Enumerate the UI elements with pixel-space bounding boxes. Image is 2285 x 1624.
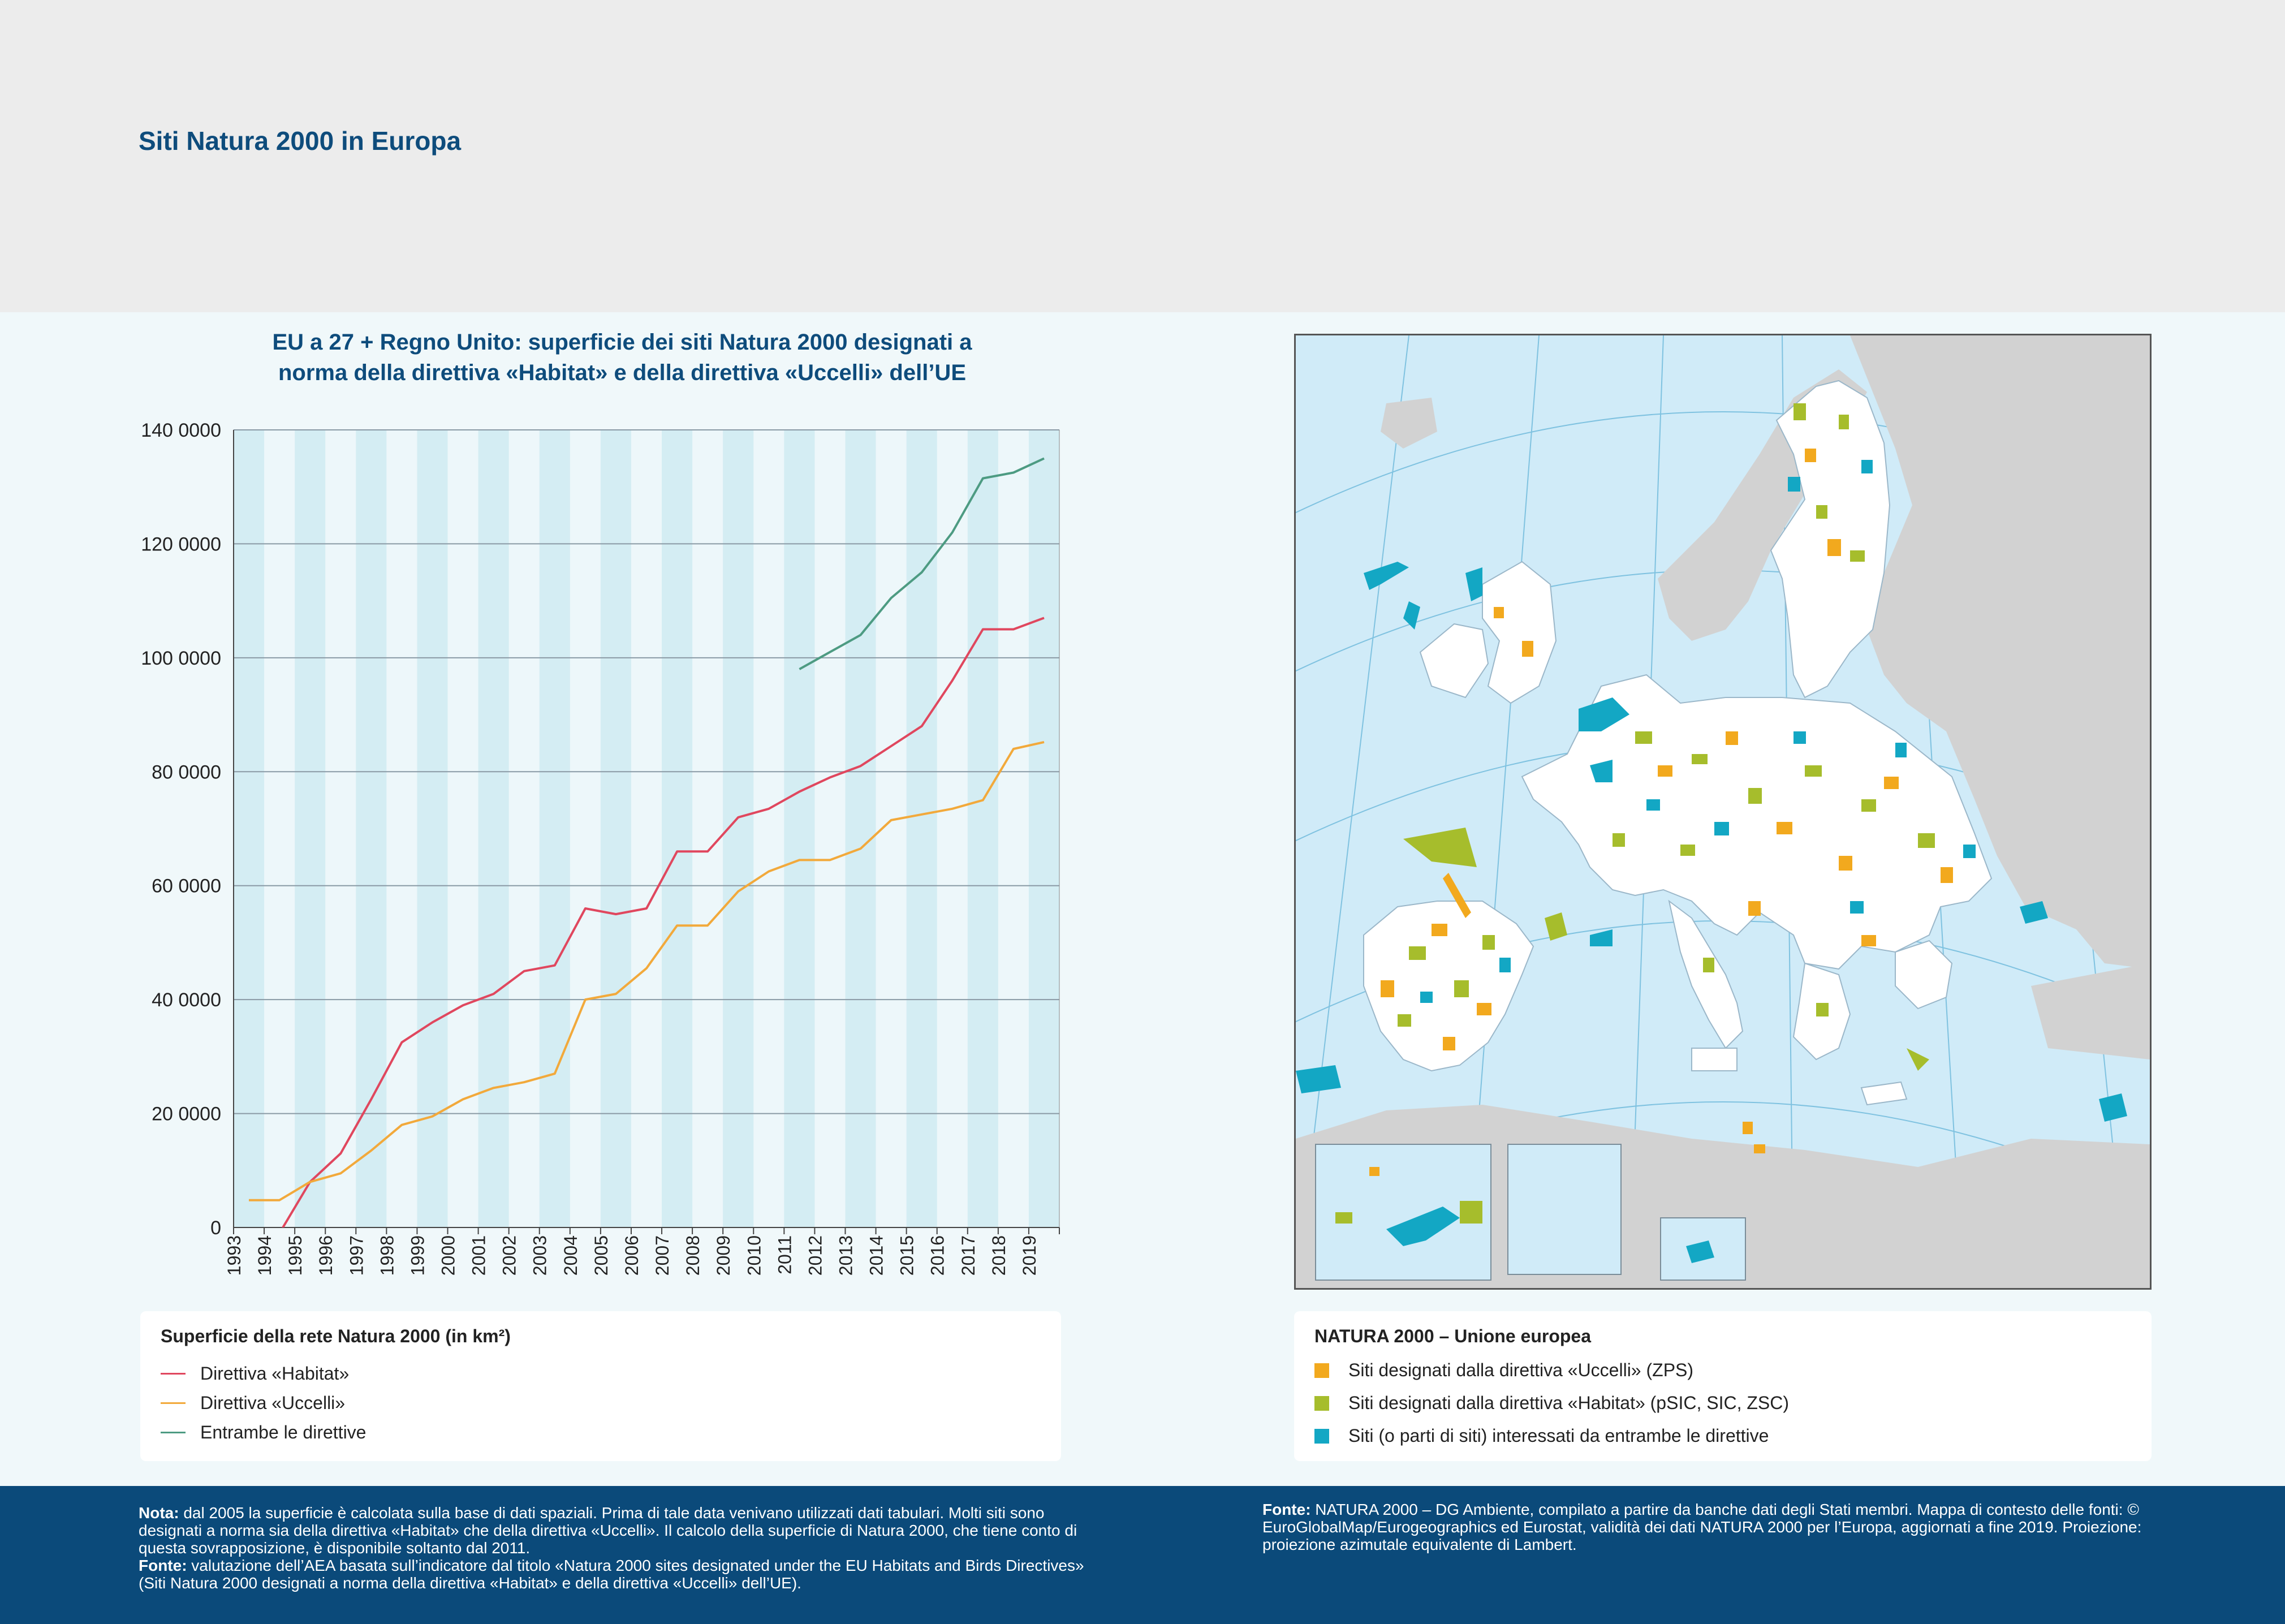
x-tick-label: 1995: [285, 1235, 305, 1276]
series-line-2: [799, 457, 1045, 670]
source-label: Fonte:: [139, 1557, 187, 1574]
column-stripe: [234, 430, 265, 1227]
map-legend-swatch-birds: [1314, 1363, 1329, 1378]
column-stripe: [784, 430, 815, 1227]
x-tick-label: 2011: [774, 1235, 795, 1274]
legend-item-both: Entrambe le direttive: [161, 1422, 366, 1443]
map-legend-title: NATURA 2000 – Unione europea: [1314, 1326, 1591, 1346]
x-tick-label: 2018: [989, 1235, 1009, 1276]
column-stripe: [662, 430, 693, 1227]
column-stripe: [417, 430, 448, 1227]
map-legend-item-both: Siti (o parti di siti) interessati da en…: [1314, 1425, 1769, 1446]
series-line-1: [249, 740, 1045, 1201]
legend-item-habitat: Direttiva «Habitat»: [161, 1363, 349, 1384]
footer-notes-right: Fonte: NATURA 2000 – DG Ambiente, compil…: [1262, 1501, 2190, 1553]
legend-swatch-both: [161, 1432, 186, 1433]
x-tick-label: 1999: [407, 1235, 428, 1276]
x-tick-label: 2007: [652, 1235, 672, 1276]
source-text: valutazione dell’AEA basata sull’indicat…: [139, 1557, 1084, 1592]
map-legend-label-birds: Siti designati dalla direttiva «Uccelli»…: [1348, 1360, 1694, 1380]
legend-item-birds: Direttiva «Uccelli»: [161, 1393, 345, 1414]
map-legend-item-birds: Siti designati dalla direttiva «Uccelli»…: [1314, 1360, 1693, 1381]
y-tick-label: 80 0000: [152, 761, 221, 783]
x-tick-label: 1997: [346, 1235, 367, 1276]
legend-swatch-habitat: [161, 1373, 186, 1375]
map-legend-item-habitat: Siti designati dalla direttiva «Habitat»…: [1314, 1393, 1789, 1414]
y-tick-label: 120 0000: [141, 533, 221, 555]
column-stripe: [478, 430, 509, 1227]
column-stripe: [1028, 430, 1059, 1227]
y-tick-label: 40 0000: [152, 989, 221, 1011]
x-tick-label: 2006: [622, 1235, 642, 1276]
legend-swatch-birds: [161, 1402, 186, 1404]
header: Siti Natura 2000 in Europa: [0, 0, 2285, 312]
x-tick-label: 2001: [469, 1235, 489, 1276]
column-stripe: [356, 430, 387, 1227]
map-legend-swatch-habitat: [1314, 1395, 1329, 1411]
map-legend-label-both: Siti (o parti di siti) interessati da en…: [1348, 1425, 1769, 1446]
x-tick-label: 2014: [866, 1235, 887, 1276]
chart-legend: Superficie della rete Natura 2000 (in km…: [140, 1311, 1061, 1461]
map-legend-label-habitat: Siti designati dalla direttiva «Habitat»…: [1348, 1393, 1789, 1413]
column-stripe: [600, 430, 631, 1227]
x-tick-label: 2010: [744, 1235, 764, 1276]
y-tick-label: 60 0000: [152, 876, 221, 897]
legend-label-both: Entrambe le direttive: [200, 1422, 367, 1442]
x-tick-label: 2009: [713, 1235, 734, 1276]
x-tick-label: 2002: [499, 1235, 520, 1276]
map-insets: [1315, 1144, 1746, 1281]
x-tick-label: 1996: [316, 1235, 336, 1276]
page-title: Siti Natura 2000 in Europa: [139, 126, 462, 156]
map-natura-sites: [1296, 403, 2127, 1153]
x-tick-label: 2016: [928, 1235, 948, 1276]
x-tick-label: 2013: [835, 1235, 856, 1276]
chart-title: EU a 27 + Regno Unito: superficie dei si…: [170, 327, 1075, 388]
x-tick-label: 2015: [897, 1235, 917, 1276]
natura2000-map: [1294, 334, 2152, 1290]
column-stripe: [295, 430, 326, 1227]
footer-notes-left: Nota: dal 2005 la superficie è calcolata…: [139, 1504, 1089, 1592]
x-tick-label: 2012: [805, 1235, 825, 1276]
x-tick-label: 1993: [224, 1235, 244, 1276]
footer: Nota: dal 2005 la superficie è calcolata…: [0, 1486, 2285, 1624]
column-stripe: [845, 430, 876, 1227]
column-stripe: [967, 430, 998, 1227]
map-source-text: NATURA 2000 – DG Ambiente, compilato a p…: [1262, 1501, 2142, 1553]
note-label: Nota:: [139, 1504, 179, 1522]
chart-title-line2: norma della direttiva «Habitat» e della …: [278, 360, 966, 385]
column-stripe: [906, 430, 937, 1227]
map-svg: [1296, 335, 2150, 1288]
x-tick-label: 2019: [1019, 1235, 1040, 1276]
y-tick-label: 20 0000: [152, 1104, 221, 1125]
column-stripe: [539, 430, 570, 1227]
y-tick-label: 100 0000: [141, 648, 221, 669]
x-tick-label: 2017: [958, 1235, 978, 1276]
chart-legend-title: Superficie della rete Natura 2000 (in km…: [161, 1326, 511, 1346]
map-legend-swatch-both: [1314, 1428, 1329, 1444]
note-text: dal 2005 la superficie è calcolata sulla…: [139, 1504, 1077, 1557]
x-tick-label: 2003: [530, 1235, 550, 1276]
x-tick-label: 1998: [377, 1235, 397, 1276]
x-tick-label: 1994: [255, 1235, 275, 1276]
line-chart: 0 20 0000 40 0000 60 0000 80 0000 100 0000 120…: [141, 420, 1060, 1276]
series-line-0: [281, 617, 1045, 1227]
y-tick-label: 0: [210, 1217, 221, 1239]
x-tick-label: 2005: [591, 1235, 611, 1276]
x-tick-label: 2004: [561, 1235, 581, 1276]
map-legend: NATURA 2000 – Unione europea Siti design…: [1294, 1311, 2152, 1461]
map-source-label: Fonte:: [1262, 1501, 1311, 1518]
legend-label-habitat: Direttiva «Habitat»: [200, 1363, 350, 1384]
y-tick-label: 140 0000: [141, 420, 221, 441]
legend-label-birds: Direttiva «Uccelli»: [200, 1393, 346, 1413]
x-tick-label: 2008: [683, 1235, 703, 1276]
chart-title-line1: EU a 27 + Regno Unito: superficie dei si…: [272, 330, 972, 355]
x-tick-label: 2000: [438, 1235, 459, 1276]
